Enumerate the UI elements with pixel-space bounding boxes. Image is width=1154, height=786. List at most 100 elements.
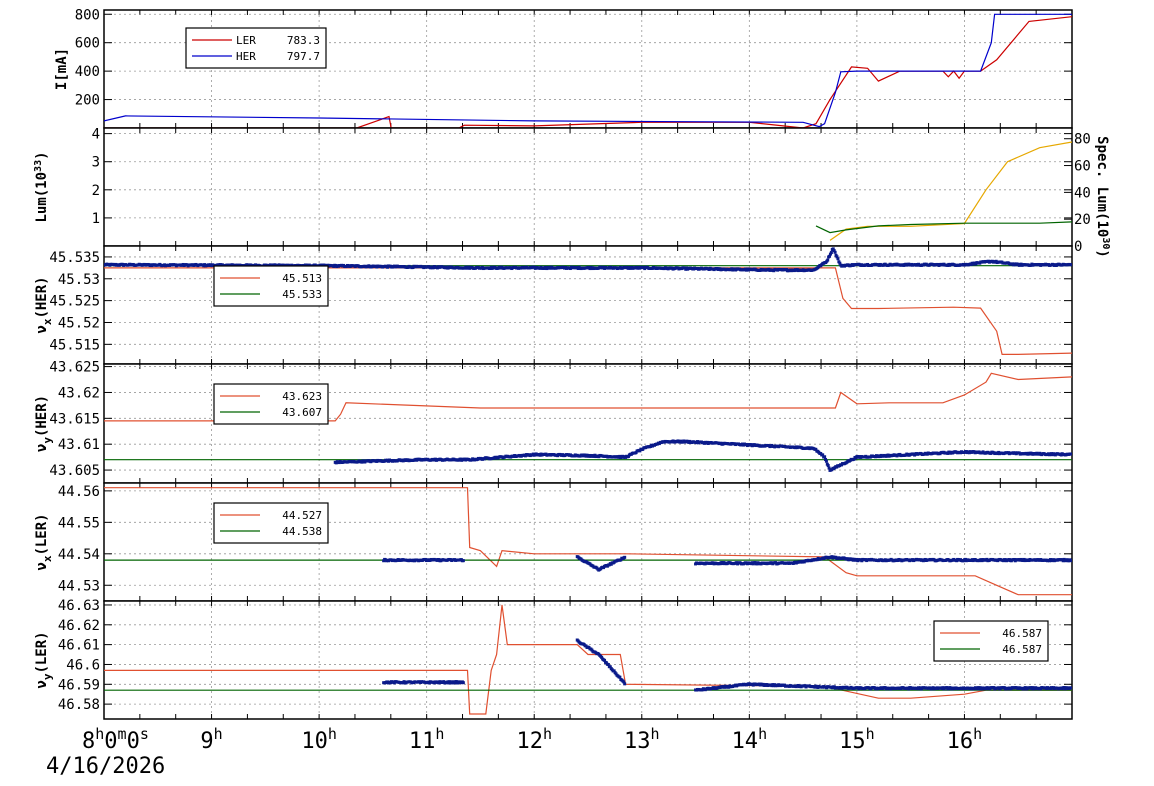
legend-value: 44.538 xyxy=(282,525,322,538)
y-axis-label: νx(HER) xyxy=(34,276,54,333)
series-line-set-red xyxy=(104,372,1072,422)
y-axis-label: Lum(1033) xyxy=(33,151,50,222)
series-line-her xyxy=(104,13,1072,128)
data-point xyxy=(461,681,465,685)
data-point xyxy=(600,655,604,659)
legend-value: 43.607 xyxy=(282,406,322,419)
y2-tick-label: 80 xyxy=(1074,132,1091,148)
legend-value: 797.7 xyxy=(287,50,320,63)
series-line-set-red xyxy=(104,604,1072,715)
legend: 44.527 44.538 xyxy=(213,502,329,544)
data-point xyxy=(623,555,627,559)
y-tick-label: 43.625 xyxy=(49,360,100,376)
y2-tick-label: 20 xyxy=(1074,212,1091,228)
x-tick-label: 10h xyxy=(301,725,337,754)
data-point xyxy=(828,252,832,256)
x-tick-label: 8h0m0s xyxy=(82,725,149,754)
data-point xyxy=(1069,559,1072,563)
y-tick-label: 45.52 xyxy=(58,315,100,331)
legend-value: 46.587 xyxy=(1002,627,1042,640)
y-tick-label: 4 xyxy=(92,127,100,143)
series-line-spec-lum xyxy=(815,221,1072,234)
panel-1: 200 400 600 800 I[mA] LER 783.3 HER 797.7 xyxy=(54,7,1073,129)
series-measured xyxy=(382,638,1072,692)
y-tick-label: 43.61 xyxy=(58,437,100,453)
legend-value: 783.3 xyxy=(287,34,320,47)
data-point xyxy=(634,451,638,455)
x-tick-label: 9h xyxy=(200,725,222,754)
x-tick-label: 14h xyxy=(732,725,768,754)
series-measured xyxy=(333,439,1072,472)
y-tick-label: 45.535 xyxy=(49,250,100,266)
x-axis: 8h0m0s 9h 10h 11h 12h 13h 14h 15h 16h xyxy=(82,725,982,754)
panel-4: 43.605 43.61 43.615 43.62 43.625 νy(HER) 43.62… xyxy=(34,360,1073,484)
y-tick-label: 46.6 xyxy=(66,657,100,673)
data-point xyxy=(824,457,828,461)
data-point xyxy=(826,464,830,468)
data-point xyxy=(833,250,837,254)
y-tick-label: 3 xyxy=(92,155,100,171)
panel-3: 45.515 45.52 45.525 45.53 45.535 νx(HER) 45.51… xyxy=(34,245,1073,365)
y-tick-label: 43.605 xyxy=(49,463,100,479)
data-point xyxy=(829,251,833,255)
legend: 45.513 45.533 xyxy=(213,265,329,307)
y-axis-label: I[mA] xyxy=(54,48,70,90)
plot-frame xyxy=(103,600,1073,720)
y2-axis-label: Spec. Lum(1030) xyxy=(1094,136,1111,258)
y-tick-label: 46.58 xyxy=(58,697,100,713)
data-point xyxy=(626,454,630,458)
data-point xyxy=(836,257,840,261)
data-point xyxy=(821,453,825,457)
panel-6: 46.58 46.59 46.6 46.61 46.62 46.63 νy(LER) 46.5… xyxy=(34,598,1073,720)
y-tick-label: 46.62 xyxy=(58,618,100,634)
legend-box xyxy=(213,383,329,425)
y-tick-label: 45.525 xyxy=(49,294,100,310)
legend: 46.587 46.587 xyxy=(933,620,1049,662)
y-tick-label: 45.515 xyxy=(49,337,100,353)
legend-value: 44.527 xyxy=(282,509,322,522)
data-point xyxy=(622,680,626,684)
plot-frame xyxy=(103,127,1073,247)
x-tick-label: 12h xyxy=(516,725,552,754)
legend-box xyxy=(213,502,329,544)
data-point xyxy=(619,558,623,562)
data-point xyxy=(1069,686,1072,690)
series-line-set-red xyxy=(104,267,1072,355)
y2-tick-label: 40 xyxy=(1074,185,1091,201)
y-axis-label: νy(HER) xyxy=(34,395,54,452)
y-tick-label: 44.56 xyxy=(58,484,100,500)
y2-tick-label: 0 xyxy=(1074,239,1082,255)
data-point xyxy=(832,249,836,253)
series-measured xyxy=(104,247,1072,273)
legend: LER 783.3 HER 797.7 xyxy=(185,27,327,69)
x-tick-label: 16h xyxy=(947,725,983,754)
y2-tick-label: 60 xyxy=(1074,159,1091,175)
y-tick-label: 2 xyxy=(92,183,100,199)
y-tick-label: 43.62 xyxy=(58,385,100,401)
x-tick-label: 11h xyxy=(409,725,445,754)
data-point xyxy=(606,663,610,667)
legend: 43.623 43.607 xyxy=(213,383,329,425)
y-tick-label: 44.54 xyxy=(58,547,100,563)
data-point xyxy=(814,447,818,451)
y-tick-label: 46.63 xyxy=(58,598,100,614)
y-tick-label: 44.55 xyxy=(58,515,100,531)
y-tick-label: 600 xyxy=(75,36,100,52)
x-tick-label: 15h xyxy=(839,725,875,754)
y-tick-label: 46.59 xyxy=(58,677,100,693)
y-tick-label: 200 xyxy=(75,93,100,109)
y-axis-label: νy(LER) xyxy=(34,631,54,688)
data-point xyxy=(827,466,831,470)
data-point xyxy=(838,261,842,265)
data-point xyxy=(603,658,607,662)
data-point xyxy=(831,247,835,251)
data-point xyxy=(604,661,608,665)
legend-box xyxy=(933,620,1049,662)
data-point xyxy=(823,455,827,459)
legend-value: 45.513 xyxy=(282,272,322,285)
data-point xyxy=(852,457,856,461)
x-tick-label: 13h xyxy=(624,725,660,754)
